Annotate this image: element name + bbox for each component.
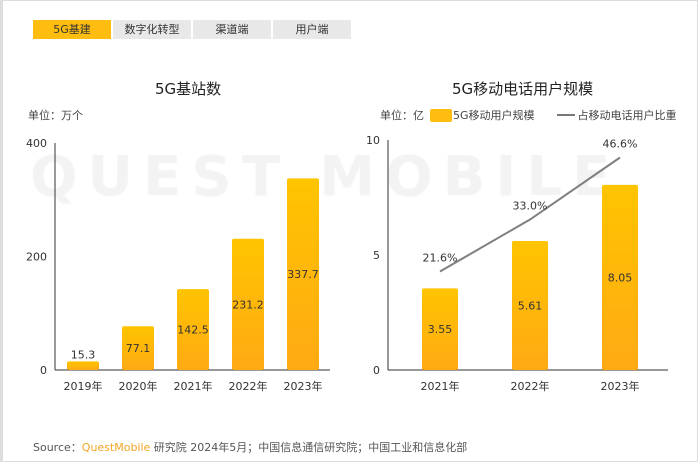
bar [422,288,458,370]
x-tick-label: 2022年 [229,379,268,393]
chart1-title: 5G基站数 [155,80,222,98]
bar [602,184,638,370]
y-tick-label: 400 [26,137,47,150]
y-tick-label: 200 [26,251,47,264]
bar-value-label: 231.2 [232,298,264,311]
bar-value-label: 15.3 [71,348,96,361]
x-tick-label: 2022年 [511,379,550,393]
x-tick-label: 2021年 [174,379,213,393]
y-tick-label: 0 [373,364,380,377]
bar-value-label: 5.61 [518,299,543,312]
bar [177,289,209,370]
bar-value-label: 8.05 [608,271,633,284]
chart2-legend: 单位：亿 5G移动用户规模 占移动电话用户比重 [380,107,677,123]
legend-bar-label: 5G移动用户规模 [453,109,535,122]
watermark-image [30,140,680,220]
tab-channel[interactable]: 渠道端 [193,20,271,39]
tab-bar: 5G基建 数字化转型 渠道端 用户端 [33,20,351,39]
source-prefix: Source： [33,441,82,454]
bar-value-label: 142.5 [177,324,209,337]
line-point-label: 46.6% [603,138,638,151]
x-tick-label: 2021年 [421,379,460,393]
line-series [439,156,621,273]
bar-value-label: 337.7 [287,268,319,281]
bar [122,326,154,370]
x-tick-label: 2019年 [64,379,103,393]
bar-value-label: 77.1 [126,342,151,355]
x-tick-label: 2020年 [119,379,158,393]
line-point-label: 21.6% [423,252,458,265]
bar [512,240,548,370]
source-brand: QuestMobile [81,441,151,454]
legend-line-label: 占移动电话用户比重 [577,109,677,122]
chart1-unit: 单位：万个 [28,109,83,122]
x-tick-label: 2023年 [601,379,640,393]
line-point-label: 33.0% [513,200,548,213]
x-tick-label: 2023年 [284,379,323,393]
bar [67,361,99,370]
source-note: Source：QuestMobile 研究院 2024年5月；中国信息通信研究院… [33,439,467,455]
legend-bar-swatch [430,108,452,122]
y-tick-label: 10 [366,134,380,147]
y-tick-label: 0 [40,364,47,377]
chart2-title: 5G移动电话用户规模 [452,80,594,98]
legend-line-swatch [556,114,575,116]
tab-digital[interactable]: 数字化转型 [113,20,191,39]
chart2-unit: 单位：亿 [380,109,424,122]
bar [287,178,319,370]
source-rest: 研究院 2024年5月；中国信息通信研究院；中国工业和信息化部 [150,441,468,454]
y-tick-label: 5 [373,249,380,262]
bar-value-label: 3.55 [428,323,453,336]
bar [232,238,264,370]
tab-user[interactable]: 用户端 [273,20,351,39]
tab-5g[interactable]: 5G基建 [33,20,111,39]
